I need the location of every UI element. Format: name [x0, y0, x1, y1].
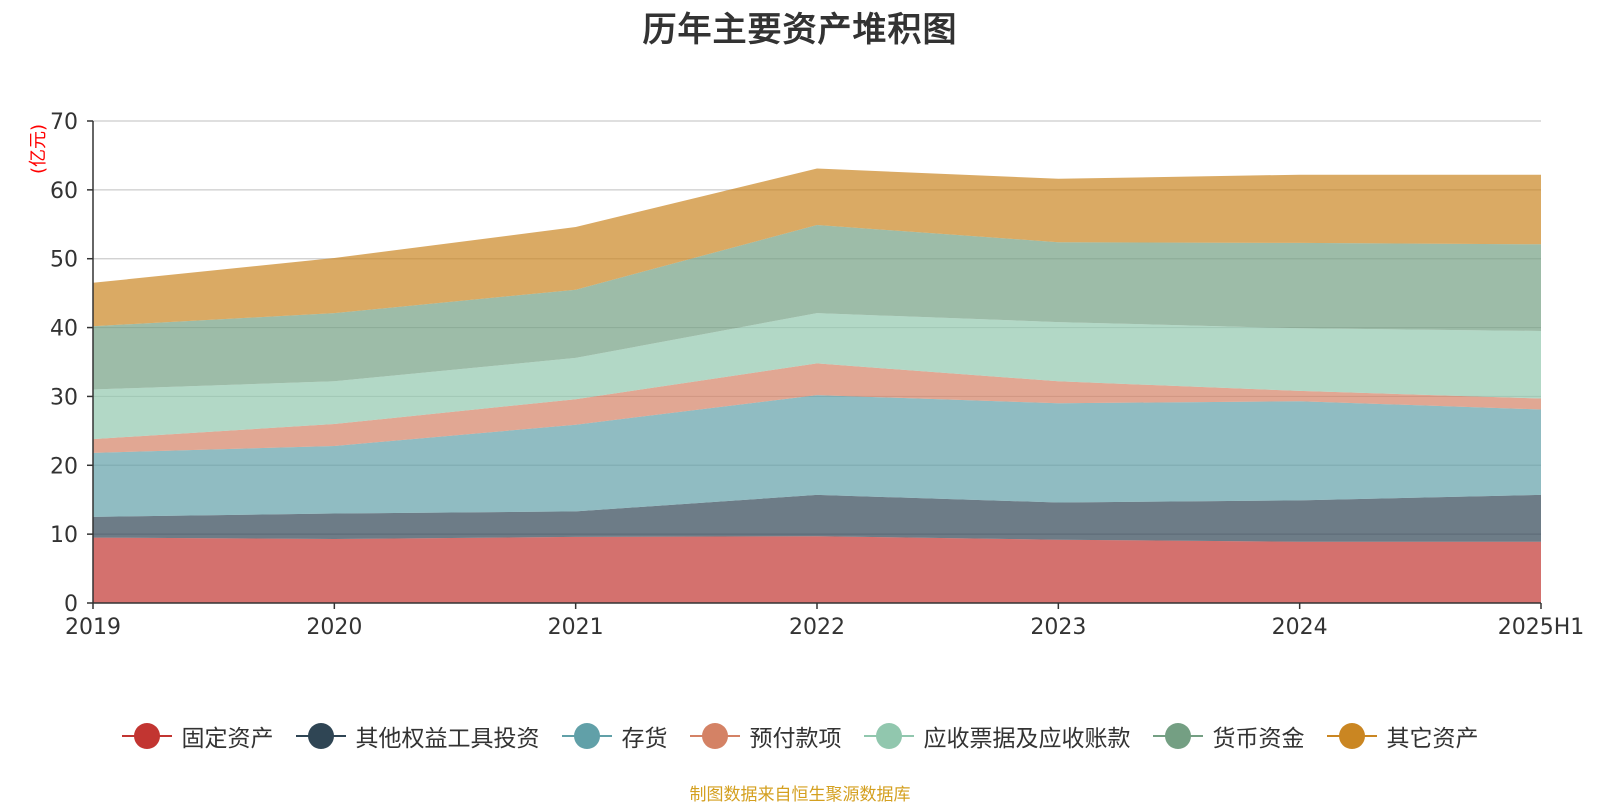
y-tick-label-40: 40: [50, 317, 78, 342]
x-tick-label-0: 2019: [65, 615, 121, 640]
legend-swatch-icon: [561, 723, 612, 749]
chart-title: 历年主要资产堆积图: [642, 10, 958, 50]
area-series-0[interactable]: [93, 536, 1541, 603]
area-series-2[interactable]: [93, 395, 1541, 517]
x-tick-label-5: 2024: [1272, 615, 1328, 640]
area-series-1[interactable]: [93, 494, 1541, 542]
legend-swatch-icon: [689, 723, 740, 749]
legend-swatch-dot: [133, 723, 160, 749]
legend-item-2[interactable]: 存货: [561, 719, 668, 753]
y-tick-label-20: 20: [50, 454, 78, 479]
y-tick-label-60: 60: [50, 179, 78, 204]
legend-swatch-dot: [875, 723, 902, 749]
legend-swatch-icon: [295, 723, 346, 749]
legend-swatch-icon: [1152, 723, 1203, 749]
legend-label: 固定资产: [181, 726, 274, 752]
legend-label: 存货: [621, 726, 668, 752]
legend-label: 其他权益工具投资: [355, 726, 540, 752]
x-tick-label-3: 2022: [789, 615, 845, 640]
legend-swatch-dot: [307, 723, 334, 749]
legend-label: 其它资产: [1386, 726, 1479, 752]
legend-swatch-icon: [121, 723, 172, 749]
area-series-4[interactable]: [93, 313, 1541, 440]
legend-item-0[interactable]: 固定资产: [121, 719, 274, 753]
legend-item-6[interactable]: 其它资产: [1326, 719, 1479, 753]
legend-item-1[interactable]: 其他权益工具投资: [295, 719, 540, 753]
x-tick-label-2: 2021: [548, 615, 604, 640]
legend-label: 预付款项: [749, 726, 842, 752]
legend-swatch-dot: [701, 723, 728, 749]
x-tick-label-6: 2025H1: [1498, 615, 1585, 640]
legend-item-3[interactable]: 预付款项: [689, 719, 842, 753]
legend: 固定资产 其他权益工具投资 存货 预付款项 应收票据及应收账款 货币资金 其它资产: [0, 716, 1600, 756]
legend-swatch-dot: [1164, 723, 1191, 749]
legend-item-5[interactable]: 货币资金: [1152, 719, 1305, 753]
legend-swatch-dot: [1338, 723, 1365, 749]
x-tick-label-4: 2023: [1030, 615, 1086, 640]
legend-label: 应收票据及应收账款: [923, 726, 1131, 752]
legend-swatch-icon: [863, 723, 914, 749]
area-series-3[interactable]: [93, 363, 1541, 453]
area-series-group: [93, 168, 1541, 603]
data-source-note: 制图数据来自恒生聚源数据库: [689, 785, 911, 805]
legend-item-4[interactable]: 应收票据及应收账款: [863, 719, 1131, 753]
y-tick-label-50: 50: [50, 248, 78, 273]
y-tick-label-0: 0: [64, 592, 78, 617]
area-series-5[interactable]: [93, 225, 1541, 390]
axes: 0 10 20 30 40 50 60 70 2019 2020 2021 2022 2023 2024 2…: [50, 110, 1584, 640]
y-tick-label-30: 30: [50, 385, 78, 410]
legend-swatch-dot: [573, 723, 600, 749]
legend-swatch-icon: [1326, 723, 1377, 749]
area-series-6[interactable]: [93, 168, 1541, 327]
legend-label: 货币资金: [1212, 726, 1305, 752]
stacked-area-chart: 0 10 20 30 40 50 60 70 2019 2020 2021 2022 2023 2024 2…: [50, 110, 1584, 640]
y-tick-label-70: 70: [50, 110, 78, 135]
x-tick-label-1: 2020: [306, 615, 362, 640]
y-tick-label-10: 10: [50, 523, 78, 548]
